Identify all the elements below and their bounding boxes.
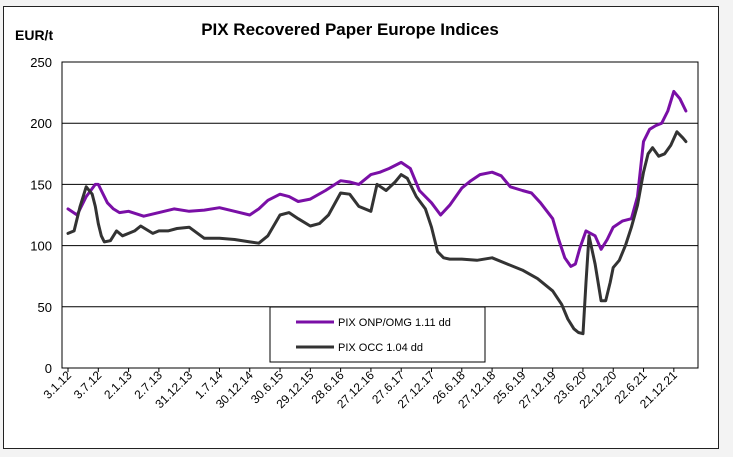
legend-label-occ: PIX OCC 1.04 dd bbox=[338, 342, 423, 354]
legend: PIX ONP/OMG 1.11 dd PIX OCC 1.04 dd bbox=[269, 306, 486, 363]
y-tick-labels: 0 50 100 150 200 250 bbox=[30, 55, 52, 376]
legend-label-onp: PIX ONP/OMG 1.11 dd bbox=[338, 317, 451, 329]
x-tick-1: 3.7.12 bbox=[71, 368, 105, 402]
gridlines bbox=[62, 122, 698, 308]
y-tick-0: 0 bbox=[45, 361, 52, 376]
chart-title: PIX Recovered Paper Europe Indices bbox=[201, 20, 499, 39]
series-lines bbox=[66, 89, 688, 336]
y-tick-100: 100 bbox=[30, 239, 52, 254]
chart-frame bbox=[3, 6, 719, 449]
series-line-1 bbox=[66, 130, 688, 336]
y-tick-250: 250 bbox=[30, 55, 52, 70]
series-line-0 bbox=[66, 89, 688, 268]
y-tick-150: 150 bbox=[30, 177, 52, 192]
x-tick-2: 2.1.13 bbox=[101, 368, 135, 402]
plot-area bbox=[61, 61, 699, 369]
legend-box bbox=[269, 306, 486, 363]
y-axis-label: EUR/t bbox=[15, 27, 53, 43]
y-tick-200: 200 bbox=[30, 116, 52, 131]
x-tick-labels: 3.1.123.7.122.1.132.7.1331.12.131.7.1430… bbox=[41, 368, 681, 411]
y-tick-50: 50 bbox=[38, 300, 52, 315]
